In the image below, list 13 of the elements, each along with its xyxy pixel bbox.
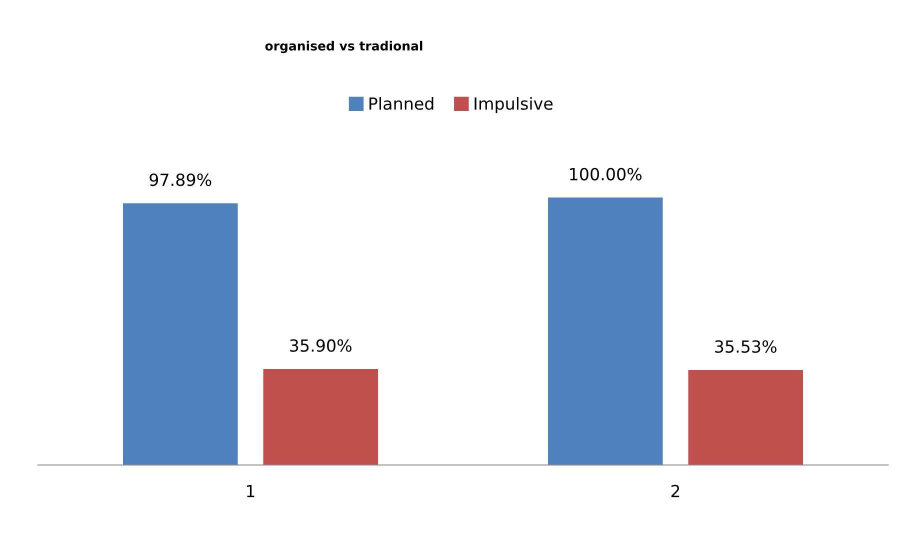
bar [263, 368, 378, 465]
data-label: 35.53% [715, 340, 776, 353]
x-tick-label: 2 [671, 484, 680, 498]
bar [548, 198, 663, 465]
x-tick-label: 1 [247, 484, 254, 498]
legend-label: Impulsive [474, 97, 553, 114]
legend-label: Planned [370, 97, 434, 110]
data-label: 97.89% [150, 173, 212, 186]
data-label: 100.00% [570, 168, 642, 180]
bar [123, 203, 238, 465]
chart-title: organised vs tradional [265, 40, 422, 54]
bar [688, 370, 803, 465]
data-label: 35.90% [290, 339, 352, 352]
